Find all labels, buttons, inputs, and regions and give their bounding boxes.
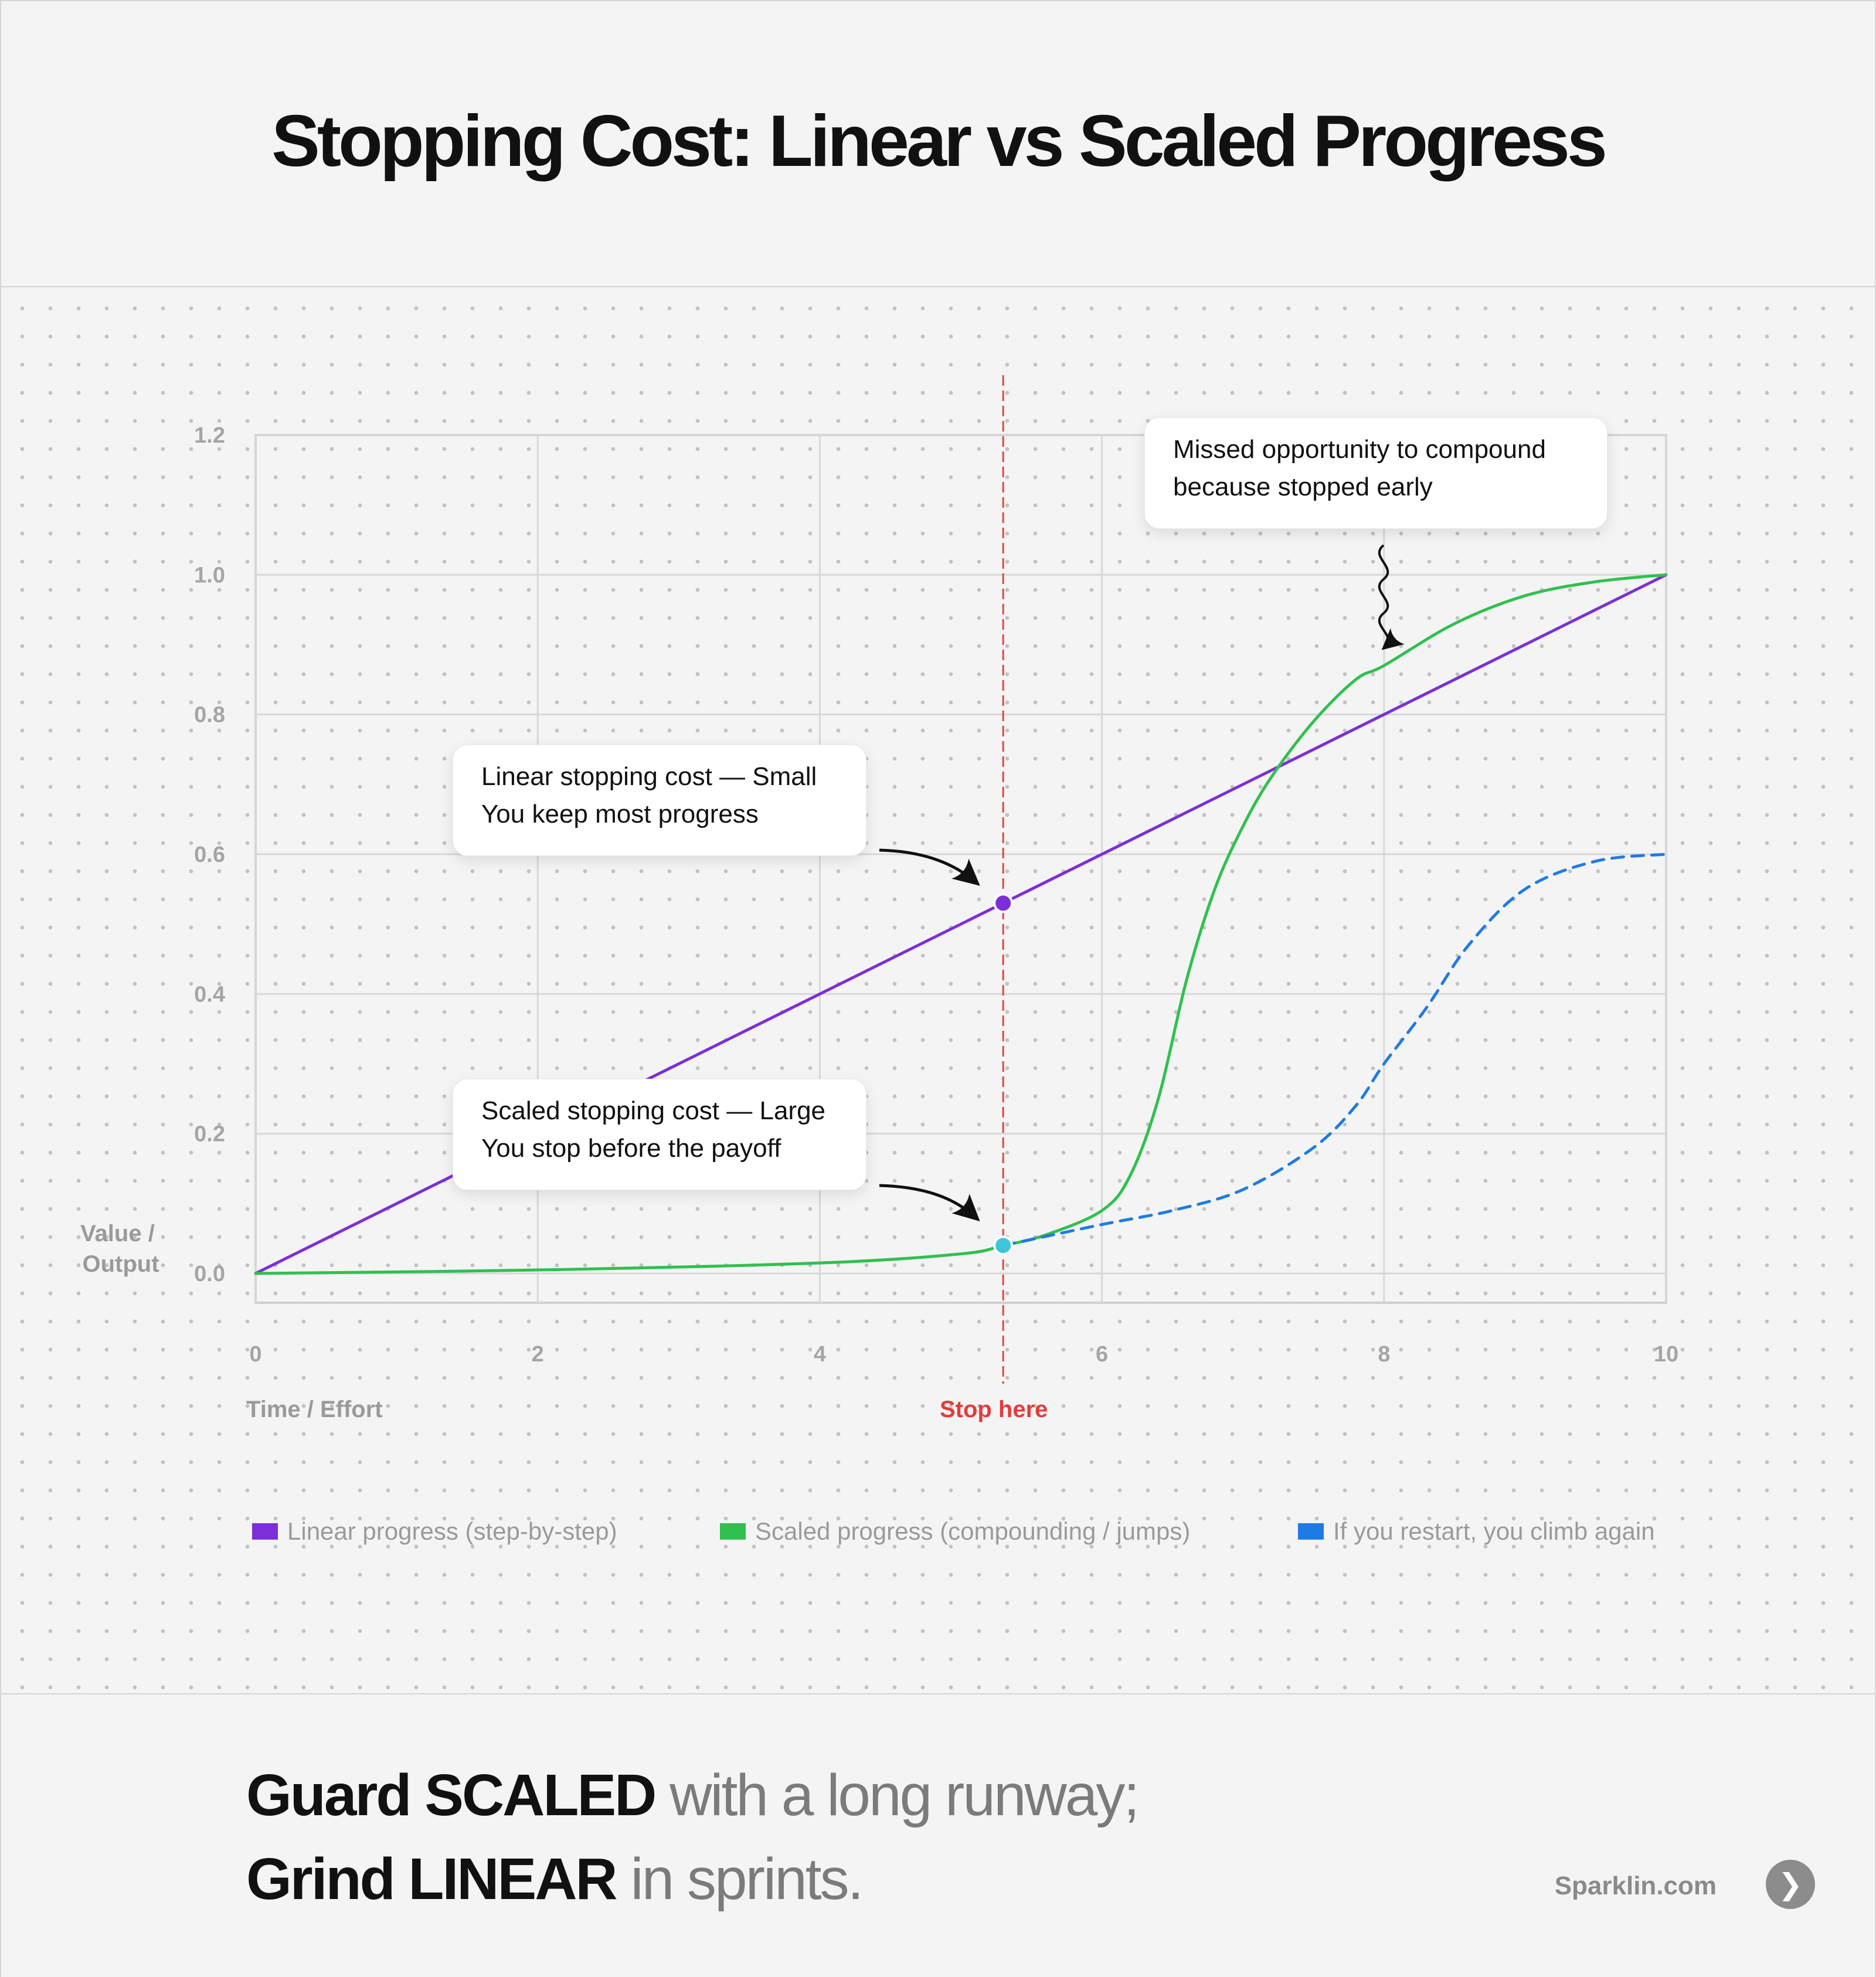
series-line-restart (1001, 852, 1668, 1247)
legend-swatch (252, 1523, 278, 1540)
legend-swatch (720, 1523, 746, 1540)
tagline-strong: Grind LINEAR (246, 1846, 618, 1912)
callout-arrows (879, 544, 1405, 1222)
y-tick-label: 0.8 (194, 703, 225, 728)
y-axis-label: Value / Output (80, 1221, 161, 1277)
tagline-line-2: Grind LINEAR in sprints. (246, 1846, 864, 1913)
y-tick-label: 0.0 (194, 1262, 225, 1286)
y-tick-label: 0.4 (194, 982, 225, 1007)
y-axis-label-line-1: Value / (80, 1221, 155, 1246)
callout-linear-cost: Linear stopping cost — Small You keep mo… (453, 745, 866, 856)
y-tick-label: 1.2 (194, 423, 225, 448)
legend-label: Linear progress (step-by-step) (287, 1517, 617, 1545)
tagline-strong: Guard SCALED (246, 1762, 657, 1828)
arrow-missed-opportunity (1378, 544, 1405, 650)
y-tick-label: 1.0 (194, 563, 225, 587)
y-tick-label: 0.6 (194, 843, 225, 867)
chart-markers (993, 893, 1014, 1256)
callout-scaled-cost: Scaled stopping cost — Large You stop be… (453, 1079, 866, 1190)
y-axis-label-line-2: Output (82, 1251, 159, 1277)
page-title: Stopping Cost: Linear vs Scaled Progress (271, 101, 1607, 182)
callout-line: You keep most progress (481, 800, 759, 828)
chart-legend: Linear progress (step-by-step) Scaled pr… (0, 1517, 1876, 1553)
callout-line: Scaled stopping cost — Large (481, 1096, 826, 1125)
legend-item-restart: If you restart, you climb again (1298, 1517, 1655, 1545)
callout-line: Missed opportunity to compound (1173, 435, 1546, 464)
y-tick-label: 0.2 (194, 1122, 225, 1147)
legend-swatch (1298, 1523, 1324, 1540)
chart-grid (254, 434, 1667, 1304)
x-tick-label: 6 (1096, 1342, 1108, 1367)
x-tick-label: 10 (1654, 1342, 1678, 1367)
tagline-soft: in sprints. (616, 1846, 864, 1912)
chart-ticks: 0 2 4 6 8 10 0.0 0.2 0.4 0.6 0.8 1.0 1.2 (194, 423, 1678, 1367)
callout-line: because stopped early (1173, 473, 1433, 501)
legend-label: If you restart, you climb again (1333, 1517, 1655, 1545)
chevron-right-icon[interactable]: ❯ (1766, 1860, 1815, 1909)
tagline-soft: with a long runway; (655, 1762, 1140, 1828)
x-tick-label: 2 (532, 1342, 544, 1367)
stop-line-group: Stop here (940, 375, 1048, 1422)
arrow-linear-cost (879, 848, 980, 886)
series-line-scaled (254, 573, 1668, 1275)
legend-item-scaled: Scaled progress (compounding / jumps) (720, 1517, 1190, 1545)
x-tick-label: 8 (1378, 1342, 1390, 1367)
linear-stop-marker (993, 893, 1014, 913)
legend-label: Scaled progress (compounding / jumps) (755, 1517, 1191, 1545)
tagline-line-1: Guard SCALED with a long runway; (246, 1762, 1140, 1829)
header: Stopping Cost: Linear vs Scaled Progress (1, 1, 1875, 287)
scaled-stop-marker (993, 1235, 1014, 1256)
stop-label: Stop here (940, 1397, 1048, 1422)
x-axis-label: Time / Effort (246, 1397, 383, 1422)
x-tick-label: 4 (814, 1342, 826, 1367)
arrow-scaled-cost (879, 1184, 980, 1222)
footer: Guard SCALED with a long runway; Grind L… (1, 1693, 1875, 1977)
callout-missed-opportunity: Missed opportunity to compound because s… (1144, 417, 1607, 529)
legend-item-linear: Linear progress (step-by-step) (252, 1517, 617, 1545)
x-tick-label: 0 (249, 1342, 261, 1367)
callout-line: You stop before the payoff (481, 1134, 781, 1163)
callout-line: Linear stopping cost — Small (481, 762, 817, 791)
brand-link[interactable]: Sparklin.com (1554, 1871, 1717, 1900)
